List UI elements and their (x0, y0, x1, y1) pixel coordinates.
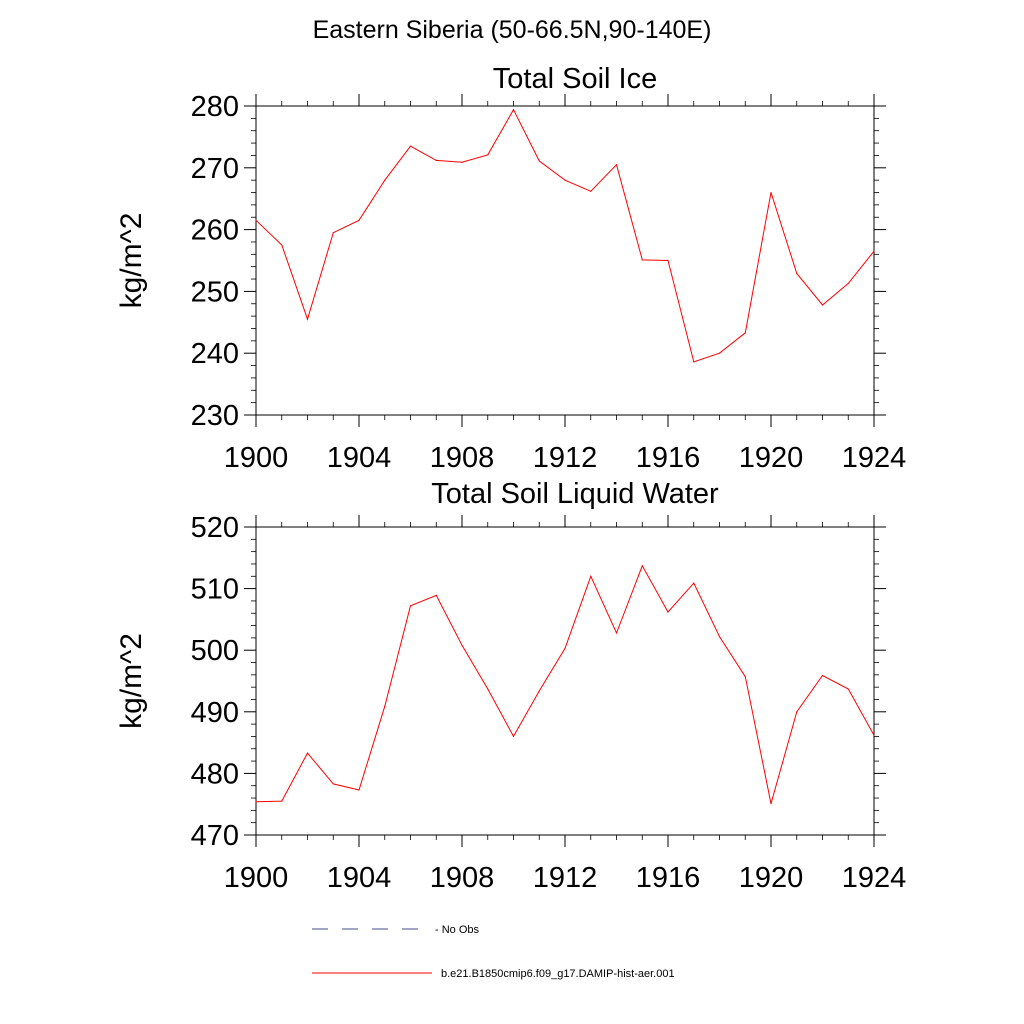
data-point (306, 752, 309, 754)
x-tick-label: 1916 (636, 442, 701, 474)
data-point (770, 802, 772, 805)
series-line (255, 564, 875, 804)
y-tick-label: 260 (191, 215, 239, 247)
data-point (718, 636, 721, 638)
data-point (590, 190, 592, 192)
chart-title: Total Soil Liquid Water (431, 478, 719, 510)
x-tick-label: 1900 (224, 862, 289, 894)
y-tick-label: 280 (191, 91, 239, 123)
legend-label: b.e21.B1850cmip6.f09_g17.DAMIP-hist-aer.… (441, 968, 675, 980)
data-point (435, 159, 437, 161)
x-tick-label: 1908 (430, 442, 495, 474)
panel-total-soil-liquid-water: 1900 1904 1908 1912 1916 1920 1924 470 480 490 500… (115, 478, 906, 894)
data-point (796, 272, 798, 275)
data-point (847, 282, 849, 284)
y-tick-label: 230 (191, 400, 239, 432)
data-point (873, 734, 875, 736)
data-point (873, 250, 875, 252)
data-point (332, 232, 334, 234)
data-point (384, 705, 386, 707)
data-point (564, 179, 566, 181)
data-point (409, 145, 412, 147)
data-point (796, 711, 798, 713)
x-tick-label: 1912 (533, 442, 598, 474)
data-point (384, 179, 386, 181)
data-point (358, 219, 360, 221)
y-tick-label: 270 (191, 153, 239, 185)
data-point (512, 735, 515, 738)
data-point (409, 605, 412, 607)
data-point (667, 259, 669, 262)
data-point (358, 789, 360, 791)
y-axis-label: kg/m^2 (115, 213, 148, 309)
data-point (641, 565, 643, 567)
y-tick-label: 470 (191, 820, 239, 852)
y-tick-label: 520 (191, 512, 239, 544)
y-tick-label: 250 (191, 276, 239, 308)
data-point (281, 800, 283, 802)
data-point (306, 318, 309, 320)
data-point (255, 801, 257, 803)
x-tick-label: 1912 (533, 862, 598, 894)
data-point (487, 154, 489, 156)
data-point (281, 244, 283, 246)
data-point (667, 611, 669, 613)
legend: - No Obs b.e21.B1850cmip6.f09_g17.DAMIP-h… (312, 924, 675, 980)
x-tick-label: 1908 (430, 862, 495, 894)
x-tick-label: 1924 (842, 862, 907, 894)
data-point (641, 259, 643, 261)
data-point (615, 632, 618, 634)
data-point (770, 191, 772, 194)
plot-frame (255, 526, 875, 836)
data-point (693, 361, 695, 363)
x-tick-label: 1920 (739, 442, 804, 474)
data-point (821, 304, 824, 306)
data-point (538, 160, 540, 162)
x-tick-label: 1904 (327, 862, 392, 894)
x-tick-label: 1900 (224, 442, 289, 474)
y-tick-label: 480 (191, 758, 239, 790)
data-point (847, 688, 849, 690)
x-tick-label: 1916 (636, 862, 701, 894)
chart-title: Total Soil Ice (493, 63, 657, 95)
data-point (435, 594, 437, 596)
data-point (255, 219, 257, 221)
data-point (487, 688, 489, 690)
data-point (332, 783, 334, 785)
data-point (461, 161, 463, 163)
data-point (693, 582, 695, 584)
y-axis-label: kg/m^2 (115, 633, 148, 729)
y-tick-label: 240 (191, 338, 239, 370)
data-point (744, 676, 746, 678)
data-point (590, 575, 592, 577)
figure-title: Eastern Siberia (50-66.5N,90-140E) (312, 16, 712, 44)
data-point (615, 164, 618, 166)
data-point (461, 644, 463, 646)
data-point (718, 352, 721, 354)
legend-label: - No Obs (435, 924, 480, 936)
panel-total-soil-ice: 1900 1904 1908 1912 1916 1920 1924 230 240 250 260… (115, 63, 906, 474)
x-tick-label: 1924 (842, 442, 907, 474)
plot-frame (255, 105, 875, 416)
data-point (821, 674, 824, 677)
series-line (255, 108, 875, 363)
data-point (512, 109, 515, 111)
y-tick-label: 510 (191, 574, 239, 606)
x-tick-label: 1920 (739, 862, 804, 894)
data-point (538, 690, 540, 692)
y-tick-label: 490 (191, 697, 239, 729)
x-tick-label: 1904 (327, 442, 392, 474)
data-point (564, 647, 566, 649)
y-tick-label: 500 (191, 635, 239, 667)
data-point (744, 332, 746, 334)
